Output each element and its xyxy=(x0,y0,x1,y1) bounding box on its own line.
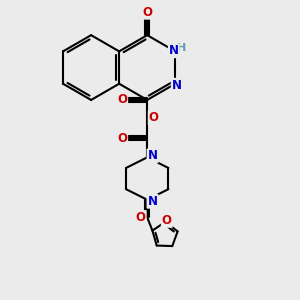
Text: O: O xyxy=(142,6,152,19)
Text: O: O xyxy=(149,111,159,124)
Text: O: O xyxy=(117,132,127,145)
Text: N: N xyxy=(172,79,182,92)
Text: N: N xyxy=(148,149,158,162)
Text: O: O xyxy=(117,93,127,106)
Text: O: O xyxy=(136,211,146,224)
Text: O: O xyxy=(162,214,172,227)
Text: N: N xyxy=(169,44,179,57)
Text: H: H xyxy=(177,43,186,53)
Text: N: N xyxy=(148,195,158,208)
